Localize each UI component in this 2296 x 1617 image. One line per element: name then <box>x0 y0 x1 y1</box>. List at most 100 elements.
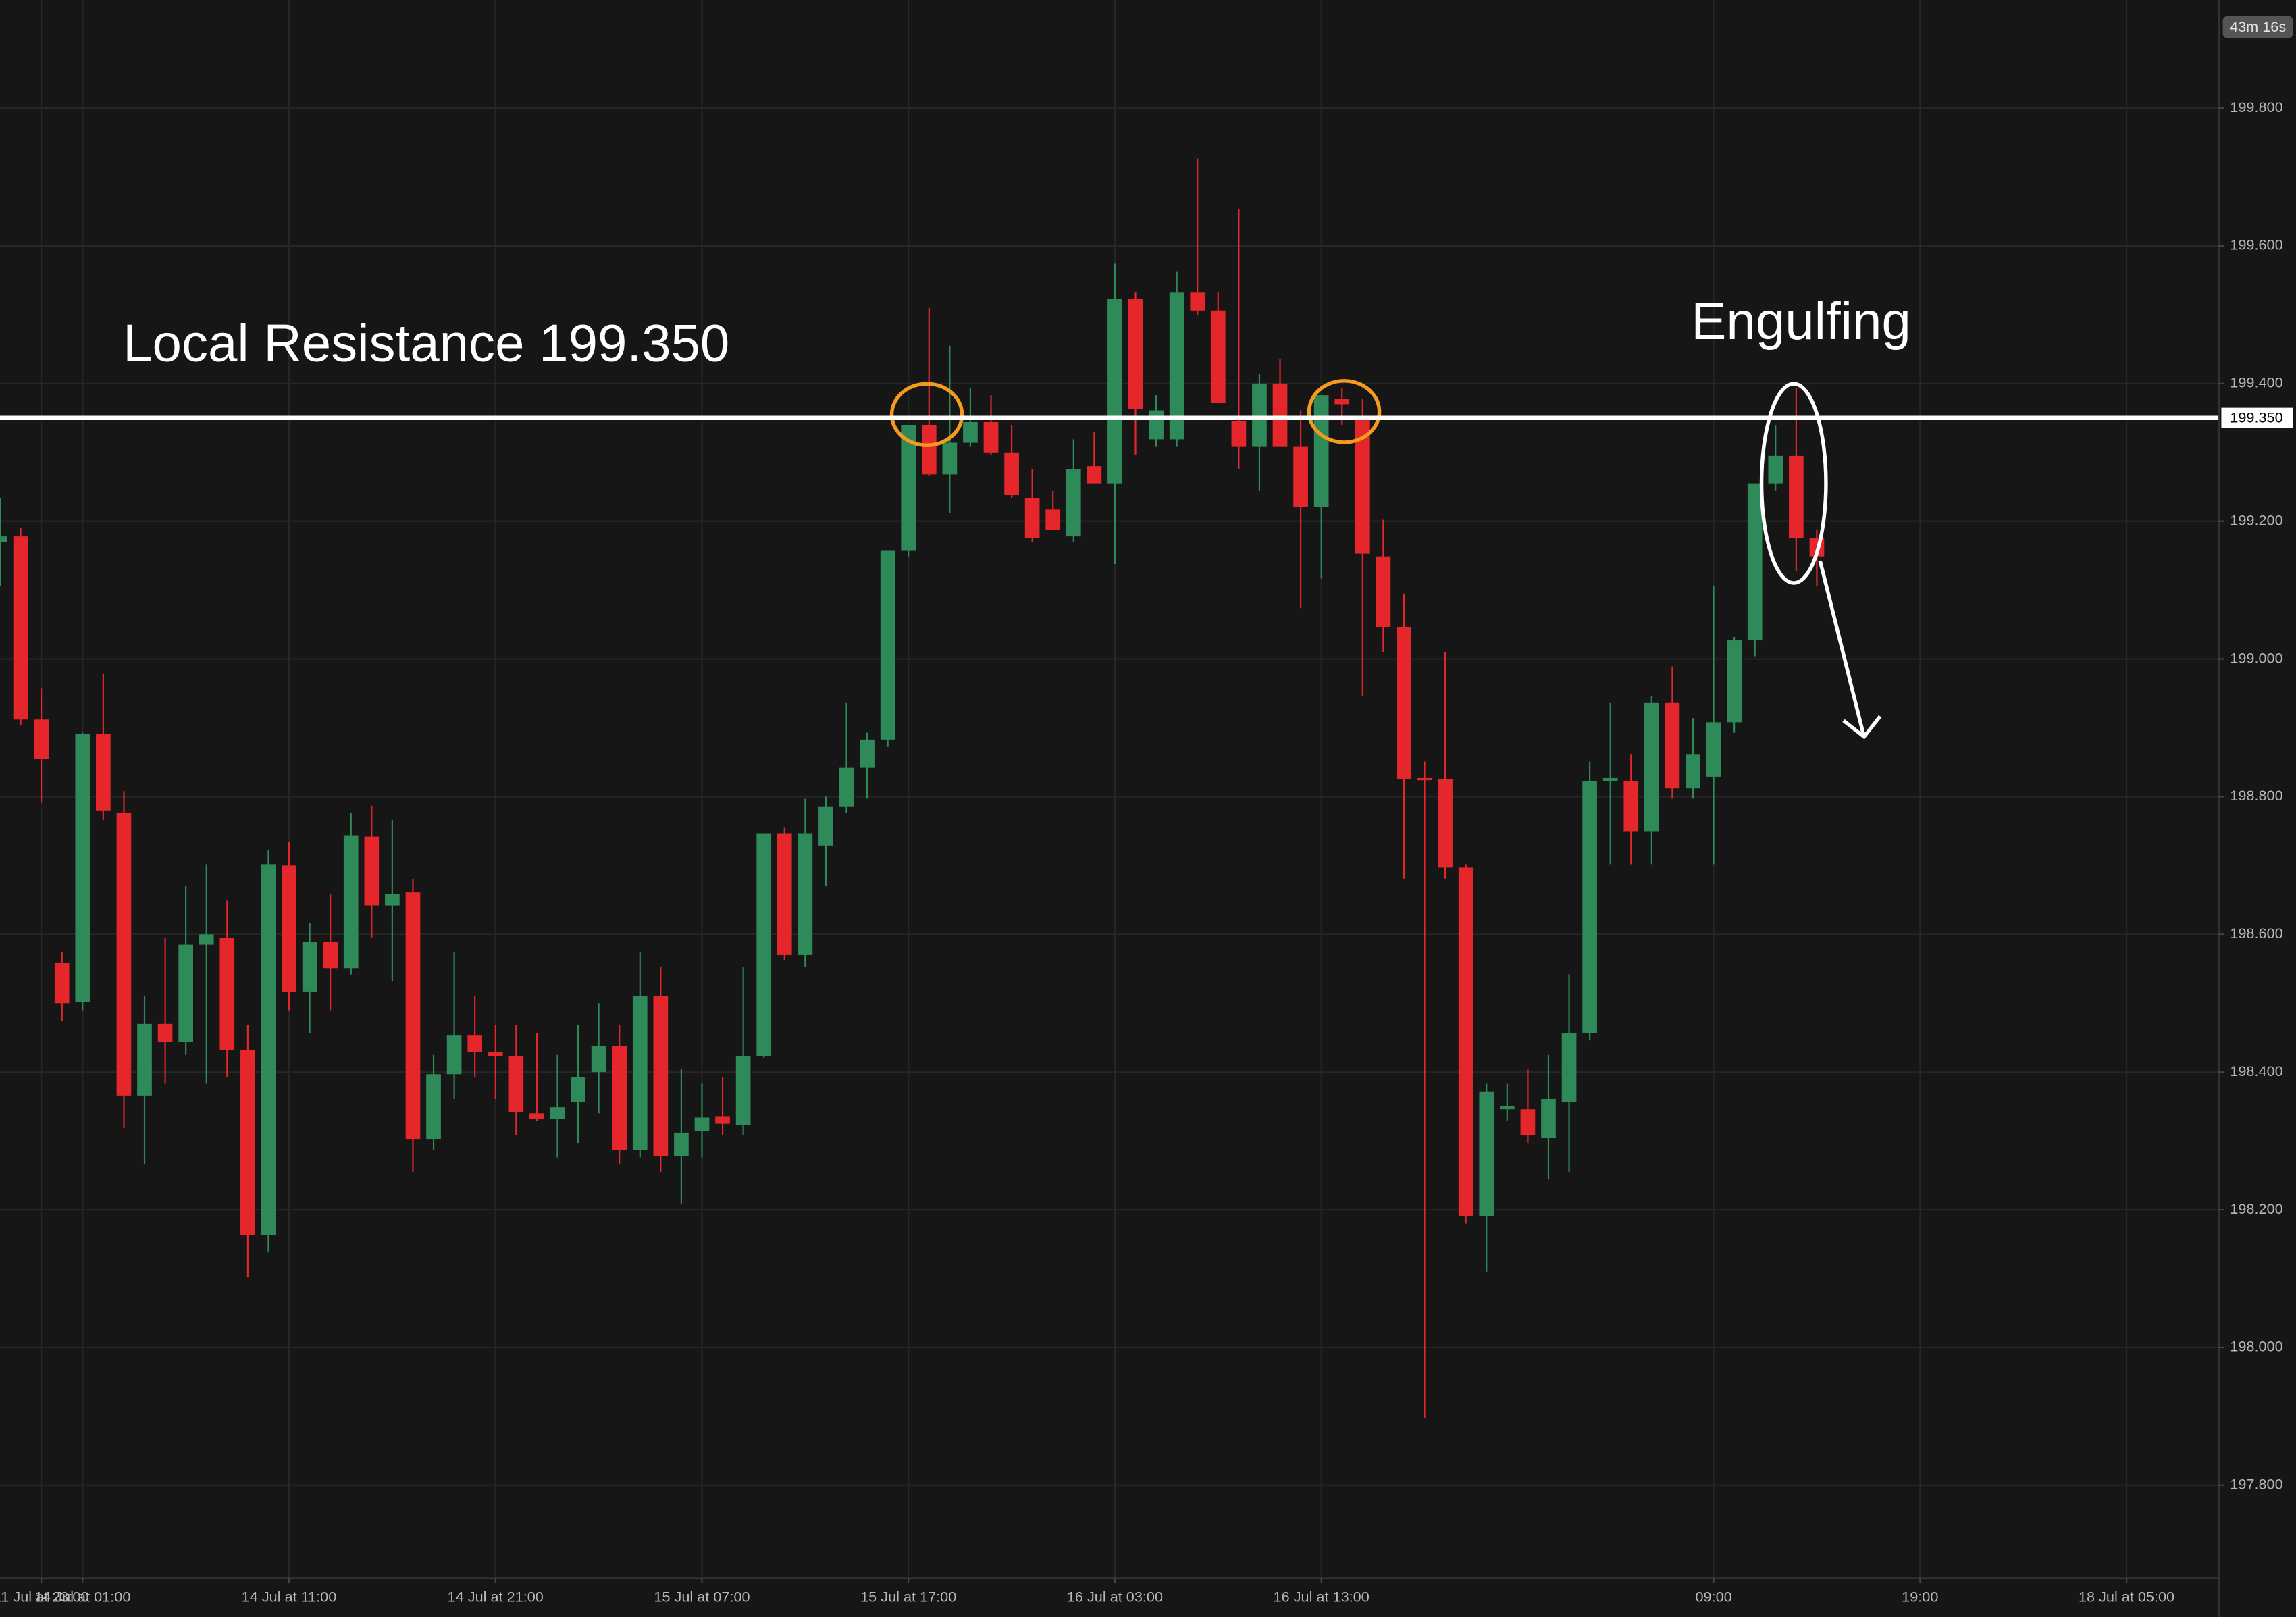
candle-body <box>1334 399 1350 405</box>
x-tick-label: 09:00 <box>1695 1588 1731 1605</box>
candle-body <box>1686 754 1700 789</box>
candle-body <box>1376 556 1391 627</box>
resistance-label: 199.350 <box>2230 409 2282 426</box>
candle-body <box>385 894 400 906</box>
candle-body <box>839 767 854 807</box>
overlay: Local Resistance 199.350 Engulfing 43m 1… <box>0 16 2293 740</box>
x-tick-label: 15 Jul at 07:00 <box>654 1588 750 1605</box>
candle-body <box>942 442 958 475</box>
candle-body <box>1644 702 1659 832</box>
candle-body <box>1313 395 1329 507</box>
candle-body <box>1045 509 1061 530</box>
candle-body <box>1128 299 1143 409</box>
candle-body <box>178 944 193 1042</box>
candle-body <box>199 934 214 945</box>
candle-body <box>612 1046 627 1150</box>
candle-body <box>674 1132 689 1156</box>
candle-body <box>34 719 49 759</box>
annotation: Local Resistance 199.350 <box>123 313 729 373</box>
candle-body <box>1004 452 1019 495</box>
candle-body <box>54 962 70 1004</box>
candle-body <box>405 892 421 1140</box>
candle-body <box>1272 383 1288 447</box>
candle-body <box>735 1056 751 1125</box>
candle-body <box>1623 781 1639 832</box>
candle-body <box>715 1116 730 1124</box>
x-tick-label: 14 Jul at 11:00 <box>242 1588 337 1605</box>
candle-body <box>963 421 978 443</box>
y-tick-label: 199.000 <box>2230 649 2282 666</box>
y-tick-label: 199.400 <box>2230 374 2282 391</box>
candle-body <box>467 1035 483 1052</box>
arrow <box>1818 560 1882 740</box>
candle-body <box>777 833 792 955</box>
candle-body <box>508 1056 524 1112</box>
candle-body <box>1458 867 1473 1216</box>
candle-body <box>1149 410 1164 440</box>
candle-body <box>1107 299 1122 484</box>
timer: 43m 16s <box>2230 18 2286 35</box>
candle-body <box>116 813 132 1096</box>
candle-body <box>343 835 359 969</box>
candle-body <box>1479 1091 1494 1216</box>
candle-body <box>1066 469 1081 537</box>
highlight-circle <box>1307 379 1382 444</box>
candle-body <box>571 1077 585 1102</box>
candle-body <box>219 938 235 1050</box>
y-tick-label: 198.200 <box>2230 1200 2282 1217</box>
candle-body <box>426 1074 441 1140</box>
x-tick-label: 14 Jul at 01:00 <box>34 1588 130 1605</box>
y-tick-label: 198.400 <box>2230 1062 2282 1079</box>
x-tick-label: 18 Jul at 05:00 <box>2079 1588 2174 1605</box>
candles <box>0 158 1825 1418</box>
candle-body <box>1210 310 1226 403</box>
candle-body <box>1768 455 1783 484</box>
candle-body <box>1087 466 1102 484</box>
x-tick-label: 16 Jul at 03:00 <box>1067 1588 1163 1605</box>
candle-body <box>529 1113 544 1119</box>
candle-body <box>157 1023 173 1042</box>
candle-body <box>261 864 276 1235</box>
annotation: Engulfing <box>1691 291 1910 351</box>
y-tick-label: 198.600 <box>2230 925 2282 942</box>
engulfing-ellipse <box>1759 382 1828 585</box>
candle-body <box>818 806 833 846</box>
candle-body <box>901 425 916 551</box>
candle-body <box>0 536 7 542</box>
candle-body <box>983 421 999 453</box>
resistance-label-box <box>2221 407 2293 428</box>
candle-body <box>488 1052 503 1056</box>
candle-body <box>1789 455 1804 538</box>
candle-body <box>137 1023 152 1096</box>
candle-body <box>1397 627 1411 779</box>
y-tick-label: 199.200 <box>2230 511 2282 528</box>
candle-body <box>1602 777 1618 781</box>
candle-body <box>240 1050 255 1235</box>
candle-body <box>75 734 90 1002</box>
candle-body <box>1499 1106 1515 1110</box>
candle-body <box>1417 777 1432 781</box>
candle-body <box>798 833 813 955</box>
candle-body <box>96 734 111 811</box>
candle-body <box>550 1107 565 1119</box>
candle-body <box>1231 420 1247 447</box>
timer-box <box>2222 16 2293 38</box>
candle-body <box>1293 446 1308 507</box>
candle-body <box>302 942 317 992</box>
candle-body <box>13 536 28 720</box>
candle-body <box>880 550 895 740</box>
y-tick-label: 198.000 <box>2230 1338 2282 1355</box>
candle-body <box>756 833 772 1056</box>
x-tick-label: 11 Jul at 23:00 <box>0 1588 88 1605</box>
x-tick-label: 14 Jul at 21:00 <box>448 1588 544 1605</box>
y-tick-label: 198.800 <box>2230 787 2282 804</box>
candle-body <box>1561 1033 1577 1102</box>
candle-body <box>1706 722 1721 777</box>
x-tick-label: 15 Jul at 17:00 <box>860 1588 956 1605</box>
highlight-circle <box>889 382 964 447</box>
candle-body <box>1582 781 1597 1033</box>
candle-body <box>1438 779 1453 868</box>
candle-body <box>860 739 875 768</box>
